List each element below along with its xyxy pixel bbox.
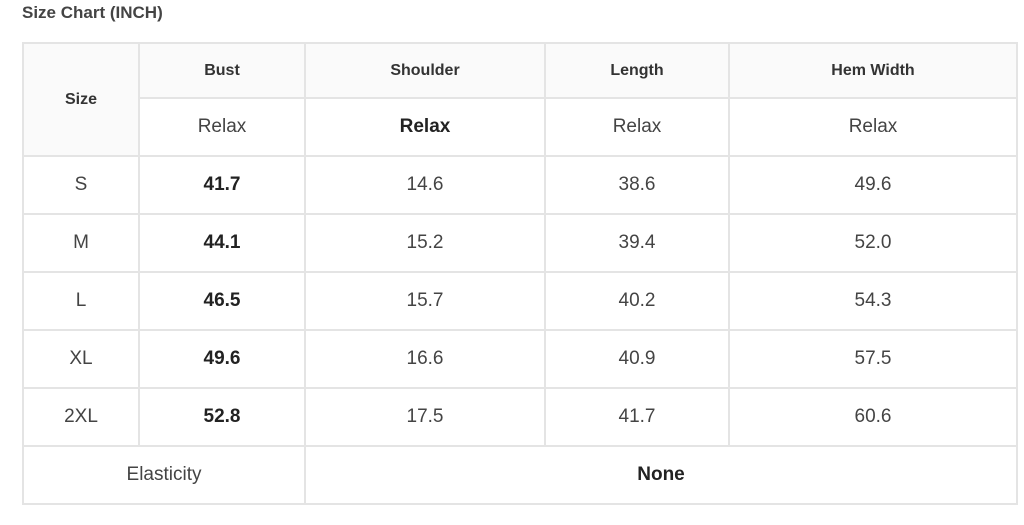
fit-cell: Relax: [728, 97, 1018, 157]
column-header-bust: Bust: [138, 42, 306, 99]
fit-row: Relax Relax Relax Relax: [23, 97, 1018, 157]
elasticity-label: Elasticity: [22, 445, 306, 505]
size-cell: 2XL: [22, 387, 140, 447]
column-header-length: Length: [544, 42, 730, 99]
value-cell: 40.2: [544, 271, 730, 331]
size-cell: L: [22, 271, 140, 331]
table-row: M 44.1 15.2 39.4 52.0: [22, 213, 1018, 273]
fit-cell: Relax: [138, 97, 306, 157]
table-row: S 41.7 14.6 38.6 49.6: [22, 155, 1018, 215]
elasticity-value: None: [304, 445, 1018, 505]
table-row: XL 49.6 16.6 40.9 57.5: [22, 329, 1018, 389]
elasticity-row: Elasticity None: [22, 445, 1018, 505]
value-cell: 49.6: [728, 155, 1018, 215]
value-cell: 41.7: [138, 155, 306, 215]
value-cell: 14.6: [304, 155, 546, 215]
size-cell: S: [22, 155, 140, 215]
value-cell: 46.5: [138, 271, 306, 331]
value-cell: 38.6: [544, 155, 730, 215]
value-cell: 41.7: [544, 387, 730, 447]
value-cell: 39.4: [544, 213, 730, 273]
table-row: 2XL 52.8 17.5 41.7 60.6: [22, 387, 1018, 447]
column-header-shoulder: Shoulder: [304, 42, 546, 99]
size-header: Size: [22, 42, 140, 157]
size-cell: XL: [22, 329, 140, 389]
fit-cell: Relax: [544, 97, 730, 157]
value-cell: 49.6: [138, 329, 306, 389]
value-cell: 15.2: [304, 213, 546, 273]
value-cell: 60.6: [728, 387, 1018, 447]
table-row: L 46.5 15.7 40.2 54.3: [22, 271, 1018, 331]
size-cell: M: [22, 213, 140, 273]
column-header-hem-width: Hem Width: [728, 42, 1018, 99]
value-cell: 16.6: [304, 329, 546, 389]
value-cell: 57.5: [728, 329, 1018, 389]
value-cell: 54.3: [728, 271, 1018, 331]
value-cell: 40.9: [544, 329, 730, 389]
value-cell: 15.7: [304, 271, 546, 331]
value-cell: 52.0: [728, 213, 1018, 273]
value-cell: 17.5: [304, 387, 546, 447]
value-cell: 44.1: [138, 213, 306, 273]
size-chart-table: Size Bust Shoulder Length Hem Width Rela…: [22, 42, 1018, 505]
header-row: Size Bust Shoulder Length Hem Width: [22, 42, 1018, 157]
fit-cell: Relax: [304, 97, 546, 157]
page-title: Size Chart (INCH): [22, 3, 163, 22]
value-cell: 52.8: [138, 387, 306, 447]
